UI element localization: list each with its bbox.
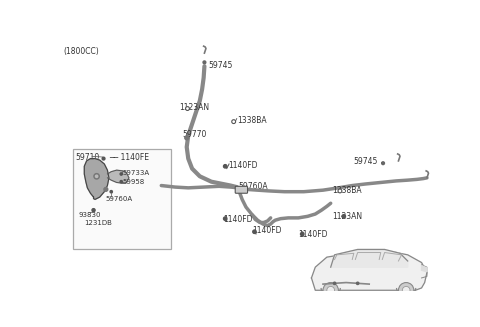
Text: 59760A: 59760A xyxy=(238,182,268,192)
Text: 59958: 59958 xyxy=(123,180,145,185)
Text: 59760A: 59760A xyxy=(106,196,133,202)
Circle shape xyxy=(300,232,304,236)
Circle shape xyxy=(110,191,112,193)
Text: 1338BA: 1338BA xyxy=(332,185,362,195)
Circle shape xyxy=(338,189,342,193)
Circle shape xyxy=(334,282,336,284)
Text: 1123AN: 1123AN xyxy=(332,213,362,221)
Text: 93830: 93830 xyxy=(78,213,101,218)
Text: 1140FD: 1140FD xyxy=(223,215,252,224)
Text: 59745: 59745 xyxy=(354,157,378,166)
FancyBboxPatch shape xyxy=(73,148,171,249)
Polygon shape xyxy=(312,252,427,290)
Circle shape xyxy=(224,217,227,220)
Circle shape xyxy=(102,157,105,160)
Circle shape xyxy=(224,164,227,168)
Circle shape xyxy=(96,175,98,178)
Text: 1231DB: 1231DB xyxy=(84,220,112,226)
Text: 1140FD: 1140FD xyxy=(252,226,282,235)
Circle shape xyxy=(327,286,335,294)
Text: 1338BA: 1338BA xyxy=(237,116,266,125)
Circle shape xyxy=(357,282,359,284)
Circle shape xyxy=(92,209,95,212)
Text: 59710: 59710 xyxy=(75,153,99,162)
Circle shape xyxy=(342,215,346,218)
Circle shape xyxy=(253,230,256,233)
Circle shape xyxy=(382,162,384,164)
Text: (1800CC): (1800CC) xyxy=(63,47,99,56)
Polygon shape xyxy=(108,170,129,183)
Text: 59733A: 59733A xyxy=(123,170,150,176)
Polygon shape xyxy=(331,250,408,267)
Circle shape xyxy=(186,107,190,111)
Circle shape xyxy=(120,173,122,175)
Circle shape xyxy=(232,120,236,124)
Circle shape xyxy=(398,283,414,298)
Circle shape xyxy=(402,286,410,294)
Text: 59745: 59745 xyxy=(208,61,233,70)
Polygon shape xyxy=(84,159,109,199)
Text: 1123AN: 1123AN xyxy=(179,103,209,112)
FancyBboxPatch shape xyxy=(235,186,248,193)
Polygon shape xyxy=(421,266,427,272)
Circle shape xyxy=(203,61,206,64)
Text: ── 1140FE: ── 1140FE xyxy=(109,153,149,162)
Text: 1140FD: 1140FD xyxy=(299,230,328,239)
Circle shape xyxy=(185,136,189,140)
Circle shape xyxy=(94,174,99,179)
Circle shape xyxy=(104,187,108,191)
Text: 1140FD: 1140FD xyxy=(228,161,258,170)
Circle shape xyxy=(323,283,338,298)
Text: 59770: 59770 xyxy=(182,130,206,139)
Circle shape xyxy=(120,181,122,183)
